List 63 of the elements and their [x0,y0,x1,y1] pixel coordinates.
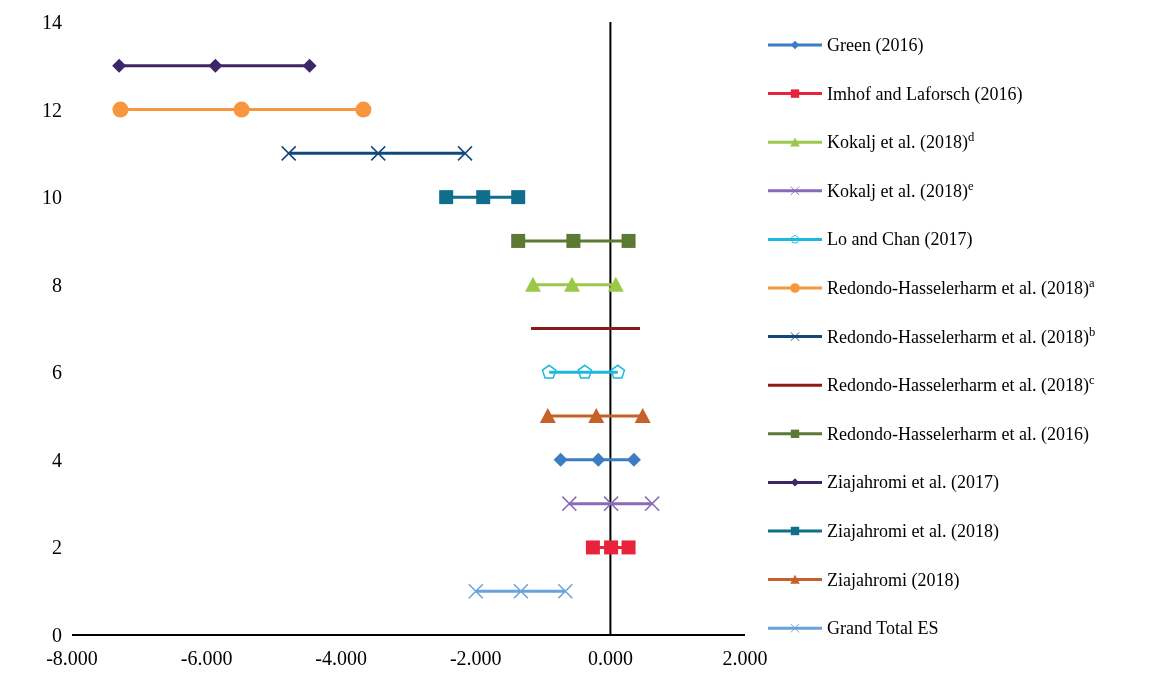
x-tick-label: 0.000 [587,647,633,669]
y-tick-label: 14 [42,11,62,33]
point [604,540,619,555]
y-tick-label: 10 [42,186,62,209]
point [439,190,454,205]
x-tick-label: 2.000 [722,647,768,669]
legend-label: Redondo-Hasselerharm et al. (2018)$^{a}$ [827,276,1095,299]
legend-label: Green (2016) [827,35,924,56]
point [588,408,605,424]
point [610,364,626,379]
point [511,233,526,248]
point [626,452,641,467]
point [233,101,250,118]
legend-label: Imhof and Laforsch (2016) [827,83,1023,105]
legend-label: Grand Total ES [827,618,939,639]
point [566,233,581,248]
point [539,408,556,424]
legend-label: Redondo-Hasselerharm et al. (2016) [827,423,1089,445]
point [302,58,317,73]
y-tick-label: 2 [52,536,62,559]
point [513,583,529,599]
point [621,233,636,248]
legend-label: Ziajahromi (2018) [827,569,960,591]
point [541,364,557,379]
point [644,495,660,512]
point [370,145,386,162]
point [553,452,568,467]
legend-label: Lo and Chan (2017) [827,229,973,251]
point [577,364,593,379]
point [585,540,600,555]
point [511,190,526,205]
x-tick-label: -4.000 [315,647,368,669]
y-tick-label: 0 [52,624,62,646]
legend-label: Ziajahromi et al. (2017) [827,472,999,494]
y-tick-label: 6 [52,361,62,384]
point [634,408,651,424]
point [112,58,127,73]
point [525,276,541,292]
y-tick-label: 8 [52,273,62,296]
legend-label: Redondo-Hasselerharm et al. (2018)$^{b}$ [827,324,1096,348]
point [112,101,129,118]
point [208,58,223,73]
point [355,101,372,118]
point [457,145,473,162]
point [557,583,574,599]
point [564,276,581,292]
x-tick-label: -6.000 [180,647,233,669]
point [603,495,619,512]
legend-label: Kokalj et al. (2018)$^{d}$ [827,130,975,154]
point [468,583,484,599]
x-tick-label: -2.000 [449,647,502,669]
point [621,540,636,555]
legend-label: Ziajahromi et al. (2018) [827,521,999,542]
y-tick-label: 4 [52,448,62,471]
legend-label: Redondo-Hasselerharm et al. (2018)$^{c}$ [827,373,1095,397]
point [591,452,606,467]
point [561,495,578,512]
point [280,145,297,162]
legend-label: Kokalj et al. (2018)$^{e}$ [827,178,974,202]
y-tick-label: 12 [42,98,62,121]
x-tick-label: -8.000 [46,647,98,669]
point [476,190,491,205]
point [607,276,624,292]
